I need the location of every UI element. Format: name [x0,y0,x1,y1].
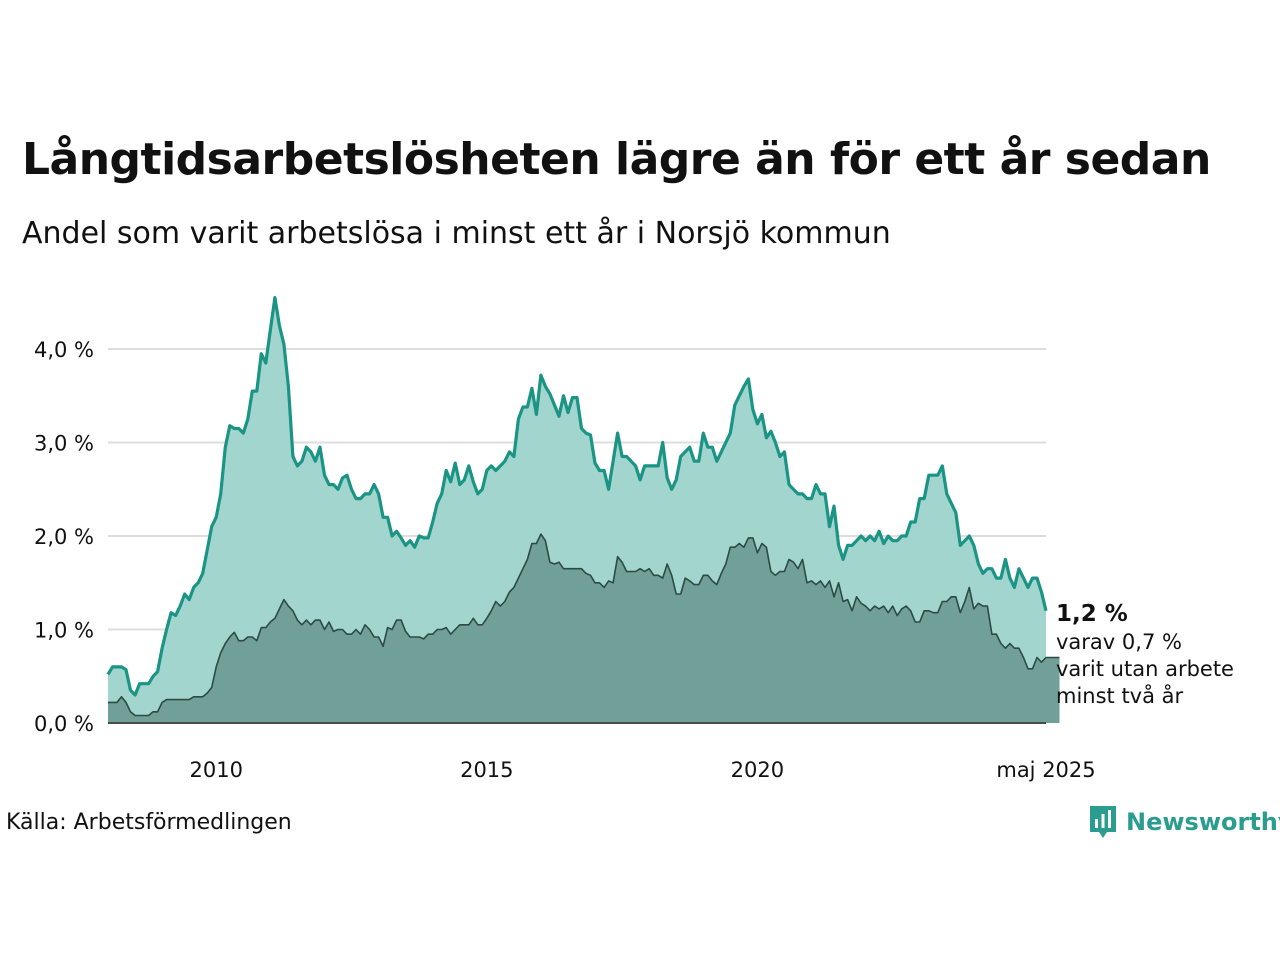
y-tick-label: 0,0 % [34,712,94,736]
series-two-years-area [108,534,1060,723]
brand-logo: Newsworthy [1088,804,1280,840]
newsworthy-logo-icon [1090,806,1116,838]
y-tick-label: 2,0 % [34,525,94,549]
chart-areas [106,296,1060,724]
end-annotation: 1,2 % varav 0,7 % varit utan arbete mins… [1056,601,1234,708]
y-tick-label: 3,0 % [34,432,94,456]
x-tick-label: 2010 [190,758,243,782]
chart-subtitle: Andel som varit arbetslösa i minst ett å… [22,216,891,251]
y-tick-label: 1,0 % [34,619,94,643]
series-two-years-line [108,533,1060,717]
annotation-value: 1,2 % [1056,601,1128,627]
y-axis-tick-labels: 0,0 % 1,0 % 2,0 % 3,0 % 4,0 % [34,338,94,736]
series-long-term-line [106,296,1048,697]
brand-name: Newsworthy [1126,808,1280,836]
x-tick-label: 2015 [460,758,513,782]
chart-title: Långtidsarbetslösheten lägre än för ett … [22,134,1211,185]
x-tick-label: 2020 [731,758,784,782]
annotation-line-3: minst två år [1056,683,1184,708]
x-tick-label: maj 2025 [996,758,1095,782]
y-tick-label: 4,0 % [34,338,94,362]
x-axis-tick-labels: 2010 2015 2020 maj 2025 [190,758,1096,782]
annotation-line-2: varit utan arbete [1056,657,1234,681]
annotation-line-1: varav 0,7 % [1056,630,1182,654]
source-note: Källa: Arbetsförmedlingen [6,810,292,835]
